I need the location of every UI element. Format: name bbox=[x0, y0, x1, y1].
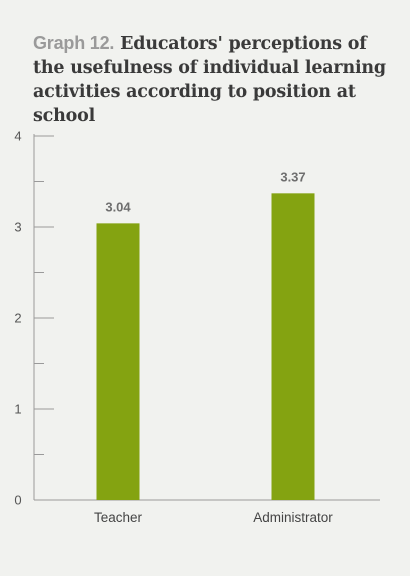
chart-title-text: Educators' perceptions of the usefulness… bbox=[33, 34, 386, 126]
data-label: 3.37 bbox=[280, 169, 305, 184]
bar-teacher bbox=[96, 223, 140, 501]
y-tick-label: 4 bbox=[14, 129, 21, 144]
x-tick-label: Administrator bbox=[253, 510, 333, 525]
data-label: 3.04 bbox=[105, 199, 131, 214]
x-tick-label: Teacher bbox=[94, 510, 143, 525]
y-tick-label: 3 bbox=[14, 220, 21, 235]
y-tick-label: 2 bbox=[14, 311, 21, 326]
y-tick-label: 0 bbox=[14, 493, 21, 508]
chart-title: Graph 12. Educators' perceptions of the … bbox=[33, 31, 393, 128]
bar-administrator bbox=[271, 193, 315, 500]
y-tick-label: 1 bbox=[14, 402, 21, 417]
chart-title-prefix: Graph 12. bbox=[33, 33, 115, 53]
